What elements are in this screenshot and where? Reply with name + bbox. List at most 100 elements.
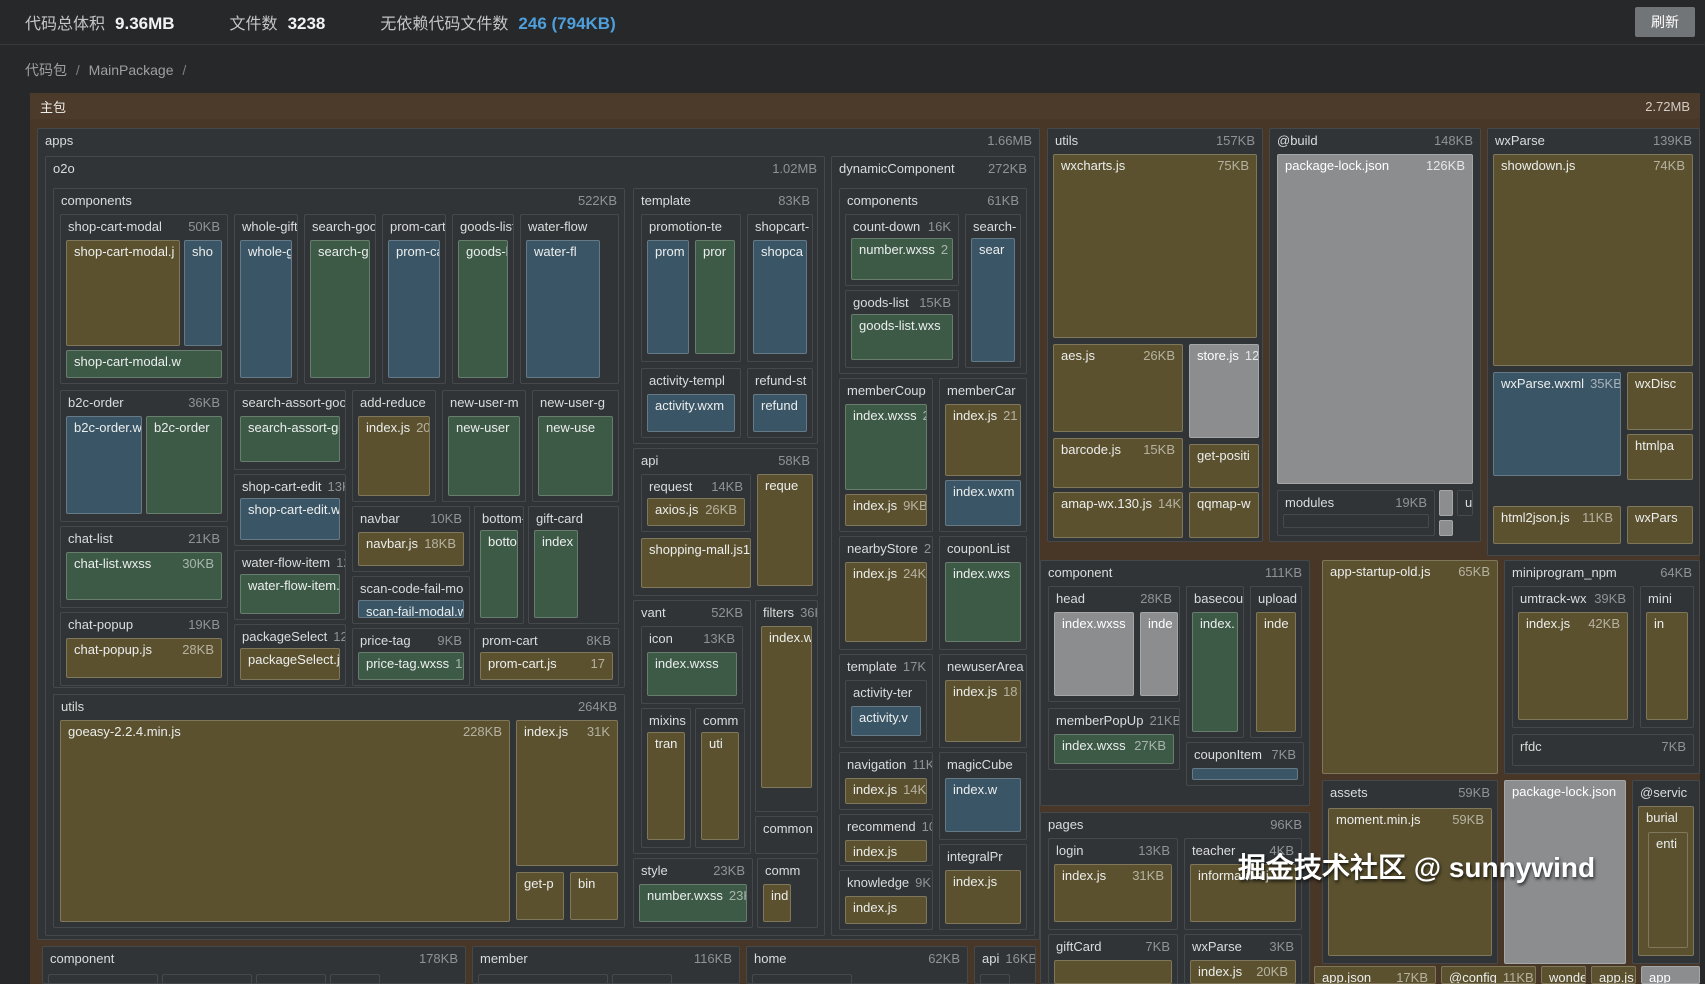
treemap-node-u[interactable]: u (1457, 490, 1473, 516)
treemap-node-index.w[interactable]: index.w (945, 778, 1021, 832)
treemap-node-index.js[interactable]: index.js 31KB (1054, 864, 1172, 922)
treemap-node-wxparse.wxml[interactable]: wxParse.wxml 35KB (1493, 372, 1621, 476)
treemap-node-index.js[interactable]: index.js 9KB (845, 494, 927, 526)
treemap-node-box[interactable] (330, 974, 380, 984)
treemap-node-index.js[interactable]: index.js 18 (945, 680, 1021, 742)
treemap-node-wxcharts.js[interactable]: wxcharts.js 75KB (1053, 154, 1257, 338)
treemap-node-shop-cart-edit.w[interactable]: shop-cart-edit.w (240, 498, 340, 540)
treemap-node-index.js[interactable]: index.js (845, 840, 927, 862)
breadcrumb-root[interactable]: 代码包 (25, 62, 67, 78)
treemap-node-prom-ca[interactable]: prom-ca (388, 240, 440, 378)
treemap-node-shopping-mall.js1[interactable]: shopping-mall.js1 (641, 538, 751, 588)
treemap-node-water-flow-item.[interactable]: water-flow-item. (240, 574, 340, 614)
treemap-node-new-use[interactable]: new-use (538, 416, 613, 496)
treemap-node-box[interactable] (48, 974, 158, 984)
treemap-node-index.js[interactable]: index.js 14KB (845, 778, 927, 804)
treemap-node-box[interactable] (256, 974, 326, 984)
treemap-node-sho[interactable]: sho (184, 240, 222, 346)
treemap-node-index.wxs[interactable]: index.wxs (945, 562, 1021, 642)
treemap-node-get-p[interactable]: get-p (516, 872, 564, 920)
treemap-node-ind[interactable]: ind (763, 884, 791, 922)
treemap-node-box[interactable] (1439, 490, 1453, 516)
treemap-node-wxdisc[interactable]: wxDisc (1627, 372, 1693, 430)
treemap-node-refund[interactable]: refund (753, 394, 807, 432)
treemap-node-aes.js[interactable]: aes.js 26KB (1053, 344, 1183, 432)
treemap-node-b2c-order[interactable]: b2c-order (146, 416, 222, 514)
treemap-node-search-assort-gc[interactable]: search-assort-gc (240, 416, 340, 462)
treemap-node-number.wxss[interactable]: number.wxss 2 (851, 238, 953, 280)
treemap-node-axios.js[interactable]: axios.js 26KB (647, 498, 745, 526)
treemap-node-bin[interactable]: bin (570, 872, 618, 920)
treemap-node-index.js[interactable]: index.js (845, 896, 927, 924)
treemap-node-htmlpa[interactable]: htmlpa (1627, 434, 1693, 480)
treemap-node-app[interactable]: app (1641, 966, 1700, 984)
treemap-node-box[interactable] (162, 974, 252, 984)
treemap-node-index.js[interactable]: index.js 21 (945, 404, 1021, 476)
treemap-node-app.json[interactable]: app.json 17KB (1314, 966, 1436, 984)
treemap-node-shop-cart-modal.j[interactable]: shop-cart-modal.j (66, 240, 180, 346)
treemap-node-botto[interactable]: botto (480, 530, 518, 618)
treemap-node-chat-list.wxss[interactable]: chat-list.wxss 30KB (66, 552, 222, 600)
treemap-node-modules[interactable]: modules 19KB (1277, 490, 1435, 536)
treemap-node-moment.min.js[interactable]: moment.min.js 59KB (1328, 808, 1492, 956)
treemap-node-index.w[interactable]: index.w (761, 626, 812, 788)
treemap-node-index.js[interactable]: index.js (945, 870, 1021, 924)
treemap-node-index.js[interactable]: index.js 42KB (1518, 612, 1628, 720)
treemap-node-search-g[interactable]: search-g (310, 240, 370, 378)
treemap-node-box[interactable] (1283, 514, 1429, 528)
treemap-node-index[interactable]: index (534, 530, 578, 618)
treemap-node-index.js[interactable]: index.js 31K (516, 720, 618, 866)
treemap-node-index.wxm[interactable]: index.wxm (945, 480, 1021, 526)
treemap-node-pror[interactable]: pror (695, 240, 735, 354)
treemap-node-index.[interactable]: index. (1192, 612, 1238, 732)
treemap-node-goods-list.wxs[interactable]: goods-list.wxs (851, 314, 953, 360)
treemap-node-package-lock.json[interactable]: package-lock.json (1504, 780, 1626, 964)
treemap-node-barcode.js[interactable]: barcode.js 15KB (1053, 438, 1183, 488)
treemap-node-store.js[interactable]: store.js 12 (1189, 344, 1259, 438)
treemap-node-common[interactable]: common (755, 816, 818, 854)
treemap-node-sear[interactable]: sear (971, 238, 1015, 362)
treemap-node-reque[interactable]: reque (757, 474, 813, 586)
treemap-node-index.js[interactable]: index.js 20KB (1190, 960, 1296, 984)
treemap-node-chat-popup.js[interactable]: chat-popup.js 28KB (66, 638, 222, 678)
treemap-node-inde[interactable]: inde (1256, 612, 1296, 732)
refresh-button[interactable]: 刷新 (1635, 7, 1695, 37)
treemap-node-index.wxss[interactable]: index.wxss 2 (845, 404, 927, 490)
treemap-node-activity.v[interactable]: activity.v (851, 706, 921, 736)
treemap-root-header[interactable]: 主包 2.72MB (30, 93, 1700, 119)
breadcrumb-current[interactable]: MainPackage (88, 62, 174, 78)
treemap-node-activity.wxm[interactable]: activity.wxm (647, 394, 735, 432)
treemap-node-index.wxss[interactable]: index.wxss (647, 652, 737, 696)
treemap-node-wxpars[interactable]: wxPars (1627, 506, 1693, 544)
treemap-node-inde[interactable]: inde (1140, 612, 1178, 696)
treemap-node-price-tag.wxss[interactable]: price-tag.wxss 18 (358, 652, 464, 680)
treemap-node-qqmap-w[interactable]: qqmap-w (1189, 492, 1259, 538)
treemap-node-wondee[interactable]: wondee (1541, 966, 1586, 984)
treemap-node-prom[interactable]: prom (647, 240, 689, 354)
treemap-node-get-positi[interactable]: get-positi (1189, 444, 1259, 488)
treemap-node-index.wxss[interactable]: index.wxss 27KB (1054, 734, 1174, 764)
treemap-node-number.wxss[interactable]: number.wxss 23KB (639, 884, 747, 922)
treemap-node-app.js[interactable]: app.js (1591, 966, 1636, 984)
treemap-node-box[interactable] (612, 974, 672, 984)
treemap-node-scan-fail-modal.w[interactable]: scan-fail-modal.w (358, 600, 464, 618)
treemap-node-navbar.js[interactable]: navbar.js 18KB (358, 532, 464, 566)
treemap-node-amap-wx.130.js[interactable]: amap-wx.130.js 14K (1053, 492, 1183, 538)
treemap-node-package-lock.json[interactable]: package-lock.json 126KB (1277, 154, 1473, 484)
treemap-node-showdown.js[interactable]: showdown.js 74KB (1493, 154, 1693, 366)
treemap-node-box[interactable] (752, 974, 852, 984)
treemap-node-whole-gi[interactable]: whole-gi (240, 240, 292, 378)
treemap-node-in[interactable]: in (1646, 612, 1688, 720)
treemap-node-goeasy-2.2.4.min.js[interactable]: goeasy-2.2.4.min.js 228KB (60, 720, 510, 922)
treemap-node-box[interactable] (1054, 960, 1172, 984)
treemap-node-water-fl[interactable]: water-fl (526, 240, 600, 378)
treemap-node-index.wxss[interactable]: index.wxss (1054, 612, 1134, 696)
treemap-node-new-user[interactable]: new-user (448, 416, 520, 496)
treemap-node-information.j[interactable]: information.j (1190, 864, 1296, 922)
treemap-node-index.js[interactable]: index.js 20K (358, 416, 430, 496)
treemap-node-enti[interactable]: enti (1648, 832, 1688, 948)
treemap-node-b2c-order.w[interactable]: b2c-order.w (66, 416, 142, 514)
treemap-node-box[interactable] (1192, 768, 1298, 780)
treemap-node-rfdc[interactable]: rfdc 7KB (1512, 734, 1694, 766)
treemap-node-prom-cart.js[interactable]: prom-cart.js 17 (480, 652, 613, 680)
